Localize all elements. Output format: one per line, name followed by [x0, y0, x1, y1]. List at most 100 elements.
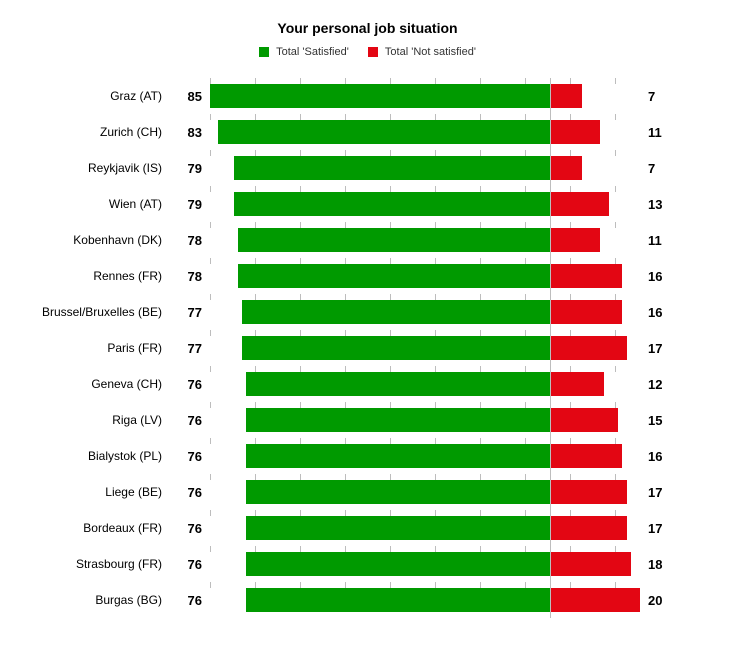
bar-area: [210, 588, 640, 612]
chart-row: Riga (LV)76 15: [10, 402, 725, 438]
bar-satisfied: [242, 336, 550, 360]
satisfied-value: 83: [180, 125, 210, 140]
bar-not-satisfied: [550, 264, 622, 288]
chart-row: Bialystok (PL)76 16: [10, 438, 725, 474]
bar-area: [210, 336, 640, 360]
bar-satisfied: [246, 444, 550, 468]
satisfied-value: 79: [180, 161, 210, 176]
axis-line: [550, 366, 551, 402]
not-satisfied-value: 20: [640, 593, 680, 608]
bar-not-satisfied: [550, 120, 600, 144]
city-label: Bordeaux (FR): [10, 521, 180, 535]
bar-not-satisfied: [550, 552, 631, 576]
bar-not-satisfied: [550, 192, 609, 216]
not-satisfied-value: 16: [640, 305, 680, 320]
satisfied-value: 76: [180, 521, 210, 536]
not-satisfied-value: 11: [640, 125, 680, 140]
axis-line: [550, 78, 551, 114]
axis-line: [550, 582, 551, 618]
not-satisfied-value: 15: [640, 413, 680, 428]
legend-swatch-satisfied: [259, 47, 269, 57]
city-label: Paris (FR): [10, 341, 180, 355]
chart-row: Bordeaux (FR)7617: [10, 510, 725, 546]
city-label: Burgas (BG): [10, 593, 180, 607]
axis-line: [550, 222, 551, 258]
bar-not-satisfied: [550, 372, 604, 396]
chart-row: Strasbourg (FR)76 18: [10, 546, 725, 582]
bar-area: [210, 480, 640, 504]
axis-line: [550, 438, 551, 474]
bar-not-satisfied: [550, 480, 627, 504]
chart-row: Burgas (BG)76 20: [10, 582, 725, 618]
bar-area: [210, 552, 640, 576]
chart-row: Graz (AT)85 7: [10, 78, 725, 114]
bar-satisfied: [246, 516, 550, 540]
bar-area: [210, 264, 640, 288]
not-satisfied-value: 17: [640, 341, 680, 356]
not-satisfied-value: 16: [640, 449, 680, 464]
satisfied-value: 77: [180, 305, 210, 320]
city-label: Geneva (CH): [10, 377, 180, 391]
chart-rows: Graz (AT)85 7 Zurich (CH)83 11 Reykjavik (IS…: [10, 78, 725, 618]
city-label: Zurich (CH): [10, 125, 180, 139]
not-satisfied-value: 17: [640, 485, 680, 500]
satisfied-value: 76: [180, 377, 210, 392]
city-label: Liege (BE): [10, 485, 180, 499]
satisfied-value: 76: [180, 485, 210, 500]
satisfied-value: 78: [180, 233, 210, 248]
axis-line: [550, 150, 551, 186]
satisfied-value: 76: [180, 593, 210, 608]
chart-row: Paris (FR)77 17: [10, 330, 725, 366]
bar-satisfied: [218, 120, 550, 144]
legend-item-not-satisfied: Total 'Not satisfied': [368, 46, 476, 58]
bar-not-satisfied: [550, 516, 627, 540]
bar-not-satisfied: [550, 336, 627, 360]
chart-row: Zurich (CH)83 11: [10, 114, 725, 150]
bar-area: [210, 300, 640, 324]
satisfied-value: 85: [180, 89, 210, 104]
bar-area: [210, 84, 640, 108]
bar-area: [210, 444, 640, 468]
bar-area: [210, 228, 640, 252]
legend-swatch-not-satisfied: [368, 47, 378, 57]
not-satisfied-value: 18: [640, 557, 680, 572]
bar-not-satisfied: [550, 228, 600, 252]
bar-satisfied: [246, 372, 550, 396]
not-satisfied-value: 7: [640, 89, 680, 104]
axis-line: [550, 186, 551, 222]
bar-not-satisfied: [550, 300, 622, 324]
satisfied-value: 76: [180, 449, 210, 464]
axis-line: [550, 294, 551, 330]
satisfied-value: 76: [180, 557, 210, 572]
axis-line: [550, 330, 551, 366]
city-label: Brussel/Bruxelles (BE): [10, 305, 180, 319]
axis-line: [550, 474, 551, 510]
legend-label-satisfied: Total 'Satisfied': [276, 46, 349, 58]
chart-row: Wien (AT)7913: [10, 186, 725, 222]
satisfied-value: 79: [180, 197, 210, 212]
satisfied-value: 76: [180, 413, 210, 428]
city-label: Strasbourg (FR): [10, 557, 180, 571]
chart-title: Your personal job situation: [10, 20, 725, 36]
city-label: Bialystok (PL): [10, 449, 180, 463]
bar-not-satisfied: [550, 156, 582, 180]
bar-not-satisfied: [550, 588, 640, 612]
not-satisfied-value: 16: [640, 269, 680, 284]
chart-row: Brussel/Bruxelles (BE)77 16: [10, 294, 725, 330]
bar-satisfied: [238, 264, 550, 288]
bar-area: [210, 120, 640, 144]
chart-row: Kobenhavn (DK)7811: [10, 222, 725, 258]
bar-satisfied: [242, 300, 550, 324]
axis-line: [550, 258, 551, 294]
bar-area: [210, 408, 640, 432]
city-label: Graz (AT): [10, 89, 180, 103]
satisfied-value: 78: [180, 269, 210, 284]
bar-not-satisfied: [550, 444, 622, 468]
not-satisfied-value: 12: [640, 377, 680, 392]
axis-line: [550, 114, 551, 150]
bar-satisfied: [246, 480, 550, 504]
city-label: Riga (LV): [10, 413, 180, 427]
satisfied-value: 77: [180, 341, 210, 356]
bar-satisfied: [234, 192, 550, 216]
city-label: Reykjavik (IS): [10, 161, 180, 175]
